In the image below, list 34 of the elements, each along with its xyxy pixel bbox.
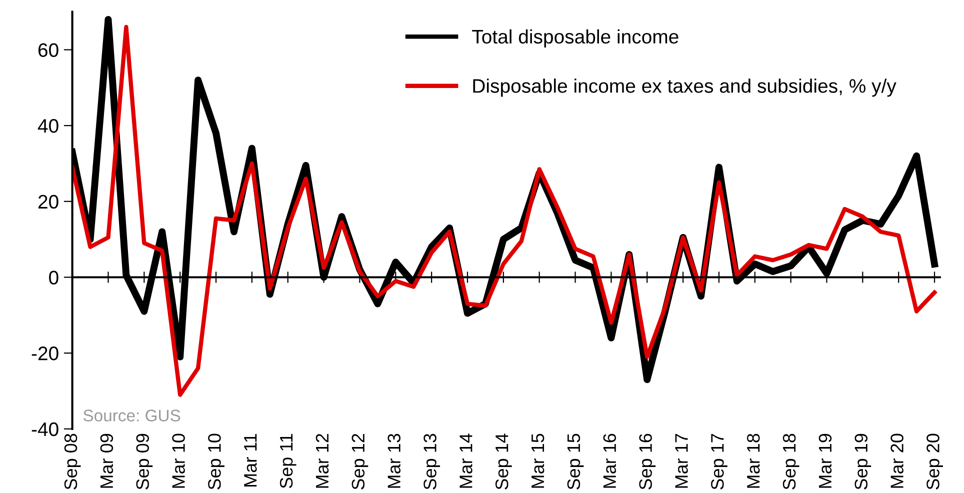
x-tick-label: Sep 09 — [136, 434, 153, 490]
x-tick-label: Mar 20 — [890, 434, 904, 488]
legend-label: Disposable income ex taxes and subsidies, % y/y — [473, 78, 896, 97]
x-tick-label: Sep 15 — [567, 434, 584, 490]
legend-label: Total disposable income — [472, 29, 678, 48]
x-tick-label: Mar 09 — [100, 434, 114, 488]
x-tick-label: Mar 11 — [244, 434, 257, 486]
annotation: Source: GUS — [83, 410, 180, 422]
x-tick-label: Mar 10 — [172, 434, 185, 488]
x-tick-label: Mar 19 — [818, 434, 832, 488]
x-tick-label: Mar 17 — [675, 434, 688, 488]
x-tick-label: Sep 08 — [64, 434, 81, 490]
x-tick-label: Mar 14 — [460, 434, 472, 488]
x-tick-label: Sep 18 — [782, 434, 800, 490]
y-tick-label: 60 — [38, 43, 58, 57]
x-tick-label: Sep 14 — [495, 434, 512, 490]
x-tick-label: Sep 20 — [926, 434, 943, 490]
y-tick-label: 0 — [49, 270, 58, 284]
x-tick-label: Mar 12 — [316, 434, 329, 488]
x-tick-label: Mar 18 — [746, 434, 760, 488]
y-tick-label: 20 — [38, 194, 58, 209]
y-tick-label: -20 — [32, 346, 58, 360]
x-tick-label: Sep 11 — [280, 434, 296, 488]
x-tick-label: Mar 13 — [388, 434, 400, 488]
x-tick-label: Mar 16 — [603, 434, 616, 488]
x-tick-label: Sep 13 — [424, 434, 440, 490]
x-tick-label: Mar 15 — [532, 434, 544, 488]
y-tick-label: 40 — [38, 119, 58, 133]
x-tick-label: Sep 12 — [352, 434, 368, 490]
x-tick-label: Sep 10 — [208, 434, 224, 490]
x-tick-label: Sep 16 — [639, 434, 656, 490]
x-tick-label: Sep 17 — [711, 434, 728, 490]
x-tick-label: Sep 19 — [854, 434, 872, 490]
y-tick-label: -40 — [32, 422, 58, 436]
